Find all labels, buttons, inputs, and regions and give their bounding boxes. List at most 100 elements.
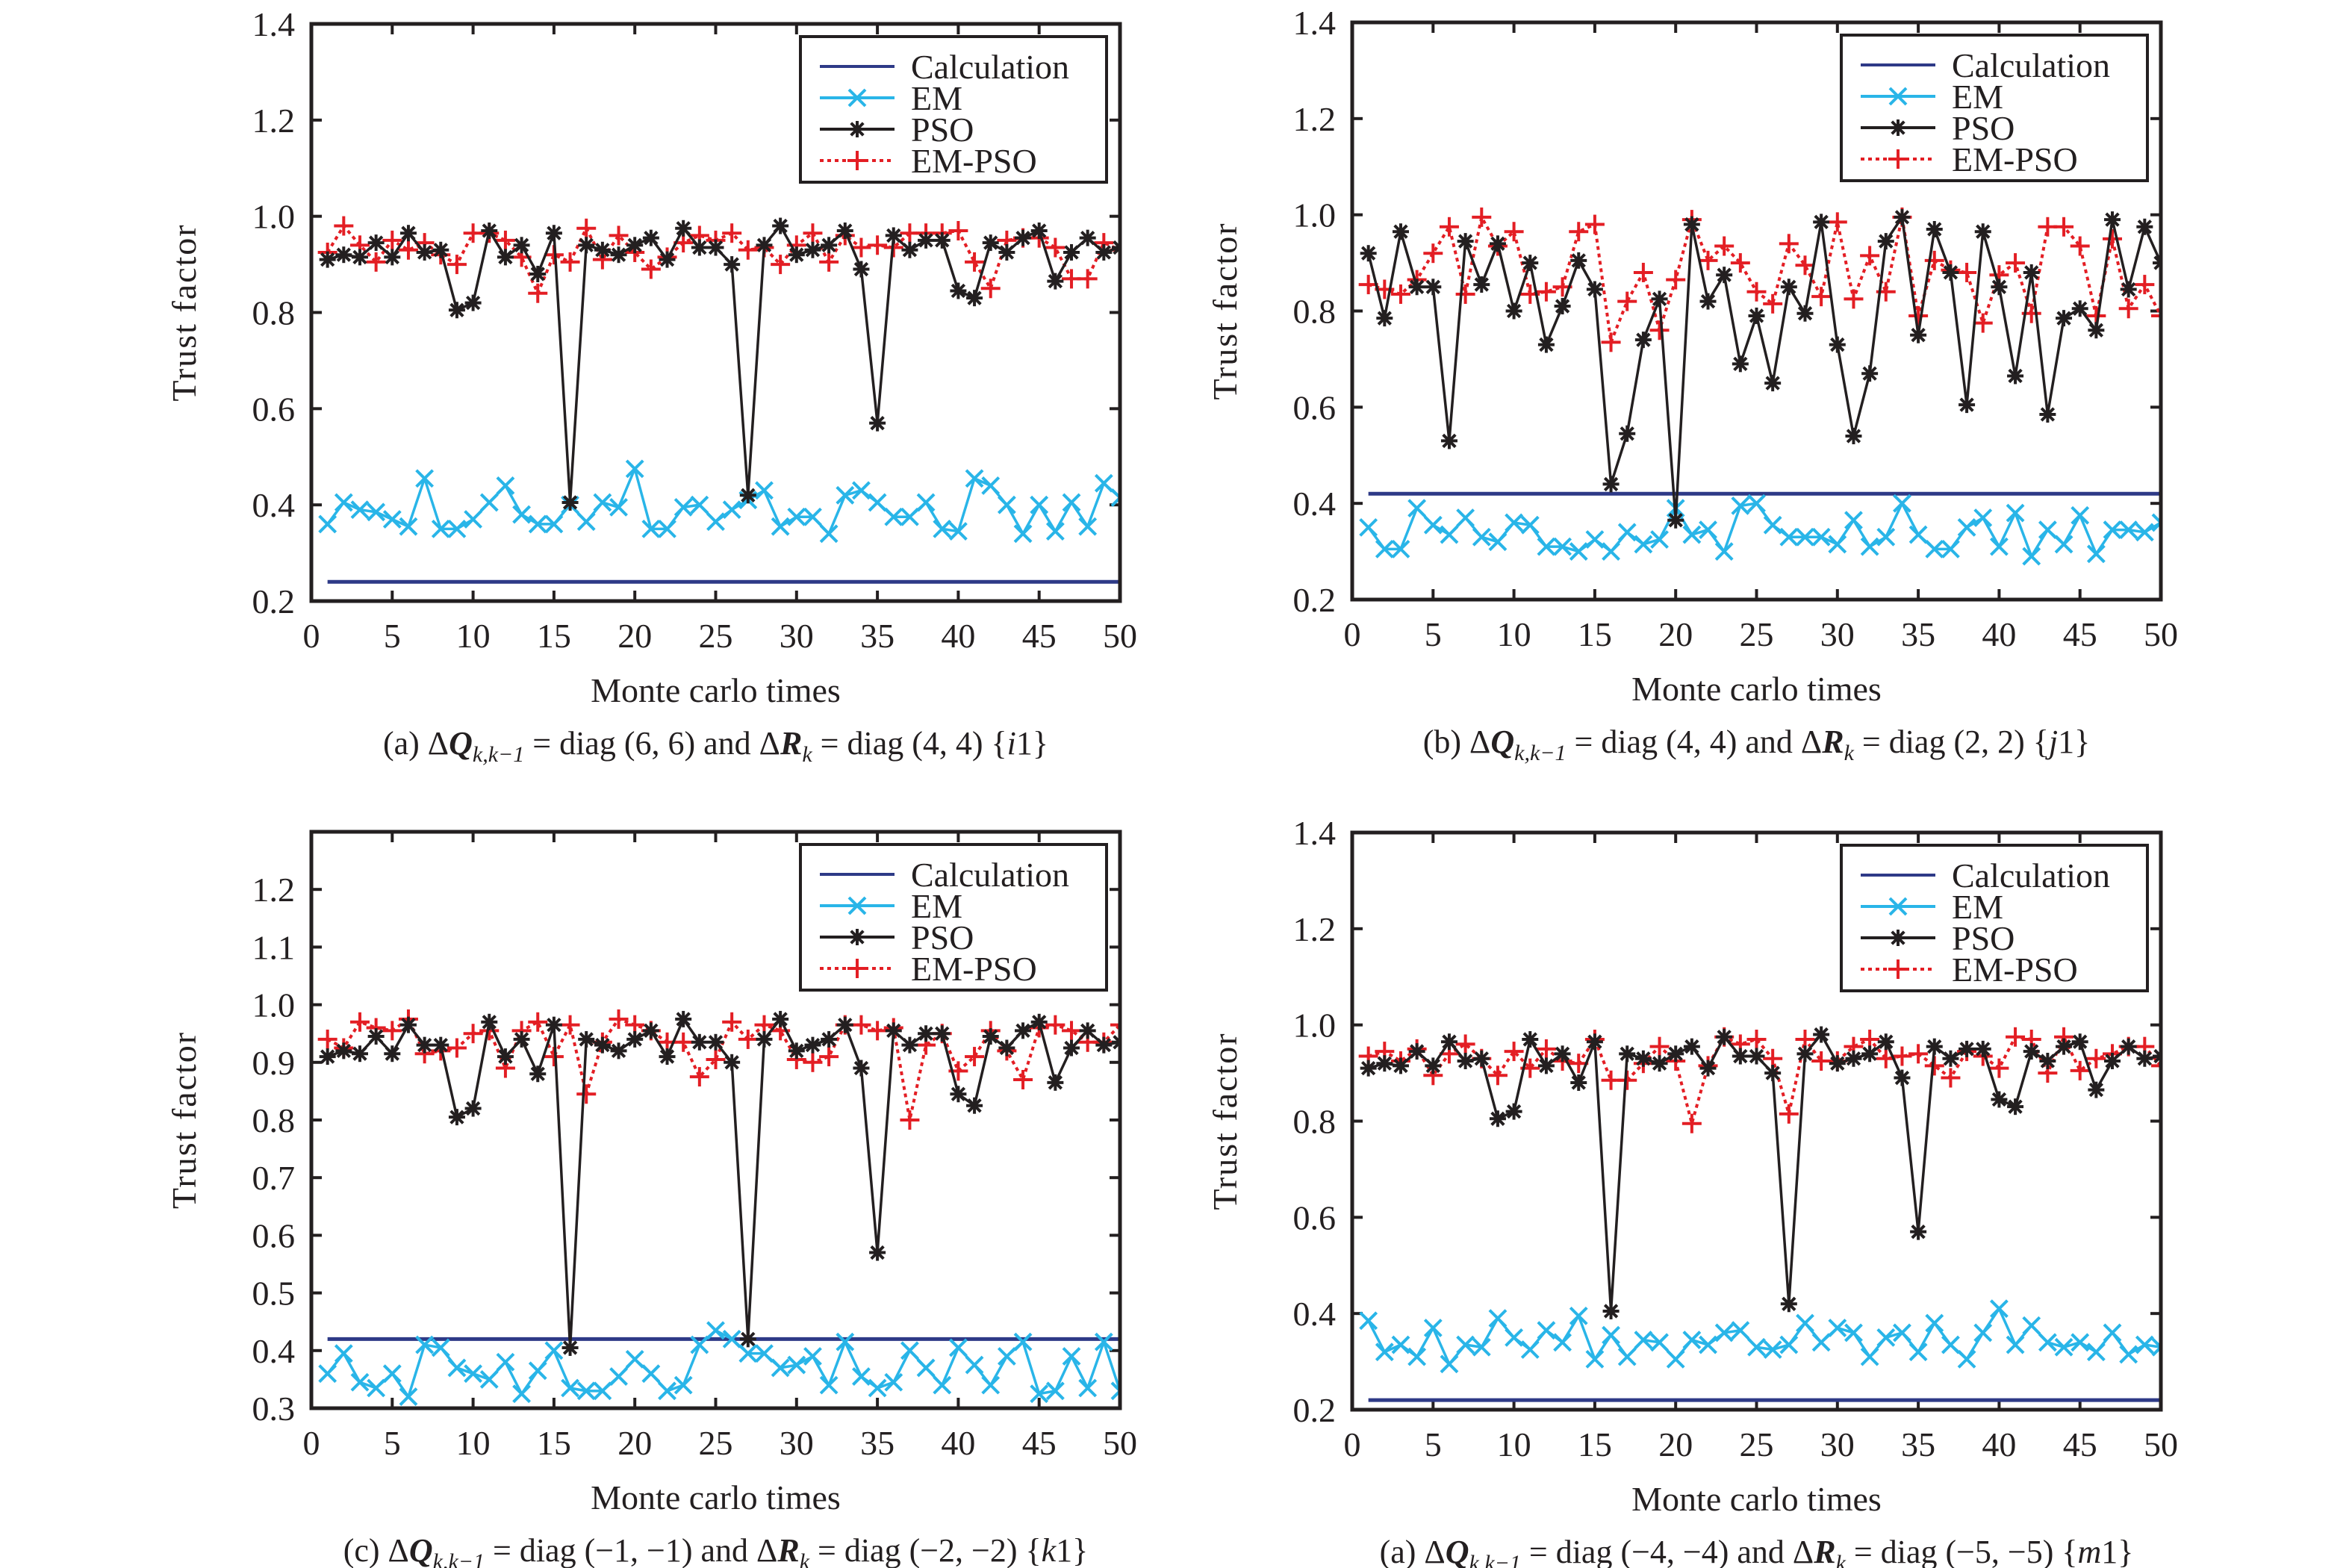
data-point	[738, 1029, 758, 1049]
data-point	[1078, 1378, 1098, 1398]
plot-area	[1358, 1026, 2161, 1402]
series-em-pso	[317, 216, 1120, 303]
data-point	[756, 237, 773, 254]
data-point	[2071, 505, 2090, 525]
data-point	[335, 1042, 352, 1060]
data-point	[1957, 517, 1976, 537]
data-point	[1537, 537, 1556, 556]
x-tick-label: 50	[2144, 615, 2178, 653]
data-point	[1586, 1033, 1603, 1051]
x-tick-label: 50	[1103, 617, 1137, 655]
x-tick-label: 5	[384, 1424, 401, 1462]
data-point	[1602, 476, 1620, 493]
data-point	[658, 1381, 676, 1401]
data-point	[1110, 1015, 1120, 1035]
data-point	[901, 1036, 918, 1054]
data-point	[497, 249, 514, 266]
data-point	[965, 252, 985, 272]
legend-box	[1840, 844, 2149, 992]
data-point	[2054, 217, 2074, 237]
panel-caption: (b) ΔQk,k−1 = diag (4, 4) and ΔRk = diag…	[1423, 724, 2091, 765]
data-point	[1892, 1046, 1912, 1066]
legend-item-em-pso: EM-PSO	[1861, 140, 2078, 178]
legend-label: EM	[1952, 78, 2003, 116]
legend-box	[799, 843, 1108, 992]
legend-label: Calculation	[911, 856, 1069, 894]
data-point	[399, 517, 418, 536]
data-point	[933, 231, 951, 249]
legend-item-em: EM	[820, 887, 962, 925]
series-em-pso	[1358, 1027, 2161, 1133]
data-point	[448, 1109, 465, 1126]
data-point	[1844, 289, 1864, 309]
legend-box	[1840, 34, 2149, 182]
data-point	[2007, 367, 2024, 385]
data-point	[868, 493, 887, 512]
data-point	[2007, 1098, 2024, 1116]
data-point	[1375, 1343, 1394, 1362]
data-point	[997, 495, 1016, 514]
y-tick-label: 0.2	[1293, 1391, 1337, 1429]
series-line	[327, 1018, 1120, 1349]
data-point	[1829, 1055, 1846, 1072]
data-point	[836, 222, 853, 239]
data-point	[1910, 326, 1927, 343]
legend-item-pso: PSO	[820, 918, 974, 956]
data-point	[1570, 1074, 1587, 1091]
legend-item-calculation: Calculation	[1861, 856, 2110, 895]
data-point	[1860, 246, 1880, 266]
data-point	[1827, 212, 1847, 232]
legend-box	[799, 35, 1108, 184]
x-tick-label: 10	[1497, 615, 1531, 653]
legend-marker	[1890, 119, 1906, 136]
data-point	[481, 222, 498, 239]
data-point	[1667, 511, 1684, 529]
data-point	[528, 1361, 547, 1381]
series-em	[318, 459, 1120, 544]
data-point	[1699, 293, 1717, 310]
data-point	[544, 1341, 564, 1360]
data-point	[1619, 425, 1636, 442]
data-point	[853, 261, 870, 278]
x-tick-label: 0	[1344, 1425, 1361, 1463]
y-tick-label: 1.2	[252, 102, 296, 140]
data-point	[1110, 1381, 1120, 1401]
data-point	[916, 1358, 936, 1378]
data-point	[2006, 503, 2025, 523]
data-point	[2071, 300, 2088, 317]
data-point	[1876, 1328, 1896, 1347]
data-point	[2103, 1323, 2122, 1343]
data-point	[1047, 1074, 1064, 1091]
legend-label: EM	[911, 79, 962, 117]
caption-text: (b) Δ	[1423, 724, 1491, 760]
data-point	[1844, 511, 1863, 530]
data-point	[1439, 217, 1459, 237]
y-axis-label: Trust factor	[165, 1031, 203, 1209]
data-point	[1407, 1347, 1427, 1366]
data-point	[609, 1009, 629, 1029]
data-point	[1908, 1044, 1929, 1064]
data-point	[447, 255, 467, 275]
data-point	[1634, 535, 1653, 554]
data-point	[659, 251, 676, 268]
x-tick-label: 50	[2144, 1425, 2178, 1463]
x-tick-label: 5	[1425, 1425, 1442, 1463]
data-point	[350, 1372, 370, 1392]
data-point	[2038, 520, 2057, 540]
data-point	[1683, 216, 1700, 233]
data-point	[1991, 279, 2008, 296]
data-point	[1926, 220, 1943, 237]
data-point	[382, 1364, 402, 1384]
y-tick-label: 0.6	[252, 390, 296, 428]
data-point	[722, 223, 742, 243]
x-axis-label: Monte carlo times	[591, 671, 841, 709]
data-point	[495, 230, 515, 250]
data-point	[966, 290, 983, 307]
data-point	[1536, 1039, 1556, 1059]
data-point	[1780, 279, 1797, 296]
data-point	[1682, 1331, 1702, 1350]
data-point	[432, 241, 449, 258]
data-point	[1407, 499, 1427, 518]
data-point	[561, 1378, 579, 1398]
